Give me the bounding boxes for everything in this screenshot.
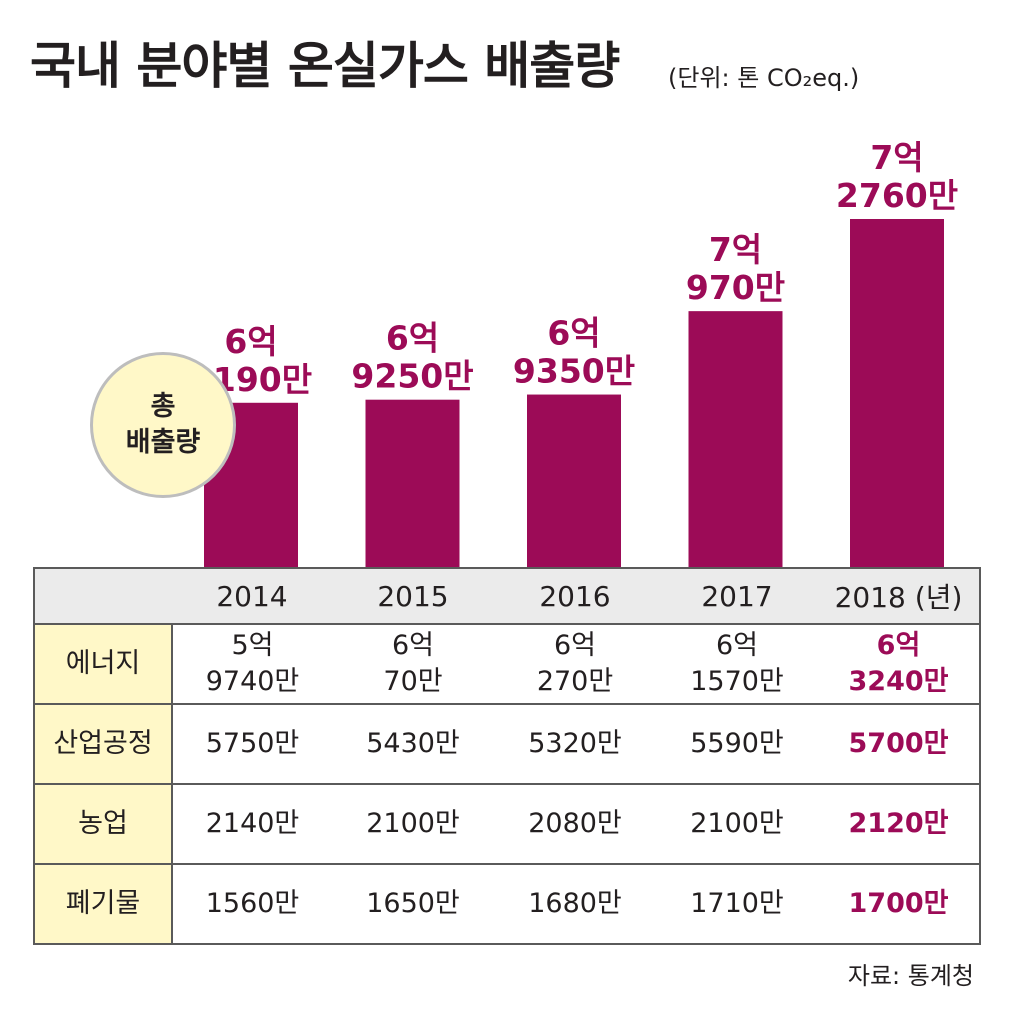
bar-2017 <box>688 311 783 567</box>
bar-value-label: 6억 9250만 <box>351 319 473 396</box>
table-cell: 5320만 <box>494 703 656 785</box>
chart-title: 국내 분야별 온실가스 배출량 <box>30 37 620 95</box>
year-header: 2018 (년) <box>818 567 981 625</box>
row-label: 농업 <box>33 783 173 865</box>
unit-note: (단위: 톤 CO₂eq.) <box>668 64 860 92</box>
bar-value-label: 6억 9350만 <box>513 314 635 391</box>
year-header: 2015 <box>332 567 494 625</box>
table-cell: 1560만 <box>172 863 332 945</box>
table-cell: 5590만 <box>656 703 818 785</box>
table-cell-highlight: 2120만 <box>818 783 981 865</box>
bar-2015 <box>365 399 460 567</box>
corner-cell <box>33 567 172 625</box>
source-note: 자료: 통계청 <box>847 962 974 990</box>
table-row-industrial-process: 산업공정 5750만 5430만 5320만 5590만 5700만 <box>33 703 981 785</box>
sector-emissions-table: 2014 2015 2016 2017 2018 (년) 에너지 5억 9740… <box>33 567 981 945</box>
table-cell: 1650만 <box>332 863 494 945</box>
table-cell: 6억 270만 <box>494 623 656 705</box>
year-header: 2017 <box>656 567 818 625</box>
bar-2016 <box>527 394 621 567</box>
table-cell: 6억 70만 <box>332 623 494 705</box>
row-label: 폐기물 <box>33 863 173 945</box>
year-header-row: 2014 2015 2016 2017 2018 (년) <box>33 567 981 625</box>
table-row-energy: 에너지 5억 9740만 6억 70만 6억 270만 6억 1570만 6억 … <box>33 623 981 705</box>
table-row-agriculture: 농업 2140만 2100만 2080만 2100만 2120만 <box>33 783 981 865</box>
bar-value-label: 7억 2760만 <box>836 138 958 215</box>
table-cell: 5억 9740만 <box>172 623 332 705</box>
table-cell: 5430만 <box>332 703 494 785</box>
table-cell: 2100만 <box>332 783 494 865</box>
table-cell: 2100만 <box>656 783 818 865</box>
year-header: 2014 <box>172 567 332 625</box>
row-label: 산업공정 <box>33 703 173 785</box>
table-cell-highlight: 6억 3240만 <box>818 623 981 705</box>
table-cell-highlight: 5700만 <box>818 703 981 785</box>
table-cell: 2080만 <box>494 783 656 865</box>
table-cell: 1710만 <box>656 863 818 945</box>
badge-label: 총 배출량 <box>125 391 201 458</box>
table-cell: 1680만 <box>494 863 656 945</box>
bar-2018 <box>850 219 944 567</box>
table-cell-highlight: 1700만 <box>818 863 981 945</box>
year-header: 2016 <box>494 567 656 625</box>
table-cell: 2140만 <box>172 783 332 865</box>
table-cell: 6억 1570만 <box>656 623 818 705</box>
table-row-waste: 폐기물 1560만 1650만 1680만 1710만 1700만 <box>33 863 981 945</box>
table-cell: 5750만 <box>172 703 332 785</box>
row-label: 에너지 <box>33 623 173 705</box>
total-emissions-badge: 총 배출량 <box>90 352 236 498</box>
bar-value-label: 7억 970만 <box>686 230 785 307</box>
